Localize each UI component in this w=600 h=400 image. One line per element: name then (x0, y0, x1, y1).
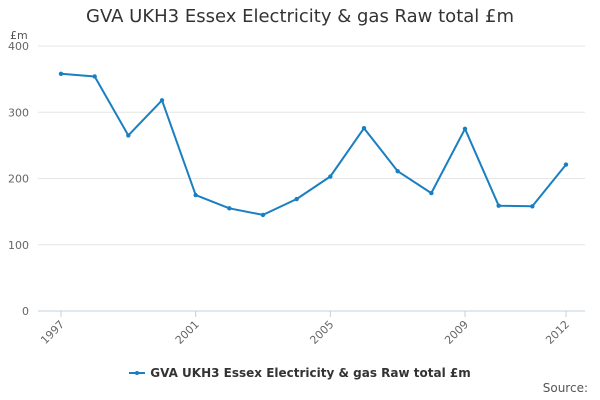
data-point (328, 174, 333, 179)
data-point (429, 190, 434, 196)
data-point (159, 98, 165, 103)
x-tick-label: 2001 (173, 318, 202, 347)
data-point (395, 169, 400, 174)
data-point (126, 133, 131, 138)
chart-title: GVA UKH3 Essex Electricity & gas Raw tot… (86, 6, 514, 27)
data-point (563, 162, 569, 167)
x-tick-label: 2005 (307, 318, 336, 347)
data-point (92, 74, 97, 79)
y-tick-label: 0 (22, 305, 29, 318)
source-credit[interactable]: Source: (542, 381, 588, 395)
legend-series-label: GVA UKH3 Essex Electricity & gas Raw tot… (150, 366, 471, 380)
y-tick-label: 300 (8, 106, 29, 119)
data-point (530, 204, 535, 209)
data-point (58, 71, 64, 77)
y-tick-label: 200 (8, 173, 29, 186)
data-point (193, 192, 198, 198)
data-point (260, 212, 266, 218)
y-tick-label: 100 (8, 239, 29, 252)
series-line (60, 72, 567, 216)
data-point (294, 196, 299, 202)
legend-series-marker (129, 368, 146, 378)
y-tick-label: 400 (8, 40, 29, 53)
y-axis-unit: £m (10, 29, 28, 42)
x-tick-label: 2012 (543, 318, 572, 347)
data-point (361, 125, 367, 131)
x-tick-label: 2009 (442, 318, 471, 347)
legend[interactable]: GVA UKH3 Essex Electricity & gas Raw tot… (0, 366, 600, 380)
x-tick-label: 1997 (38, 318, 67, 347)
data-point (496, 203, 501, 208)
data-point (227, 206, 232, 211)
data-point (462, 126, 468, 132)
